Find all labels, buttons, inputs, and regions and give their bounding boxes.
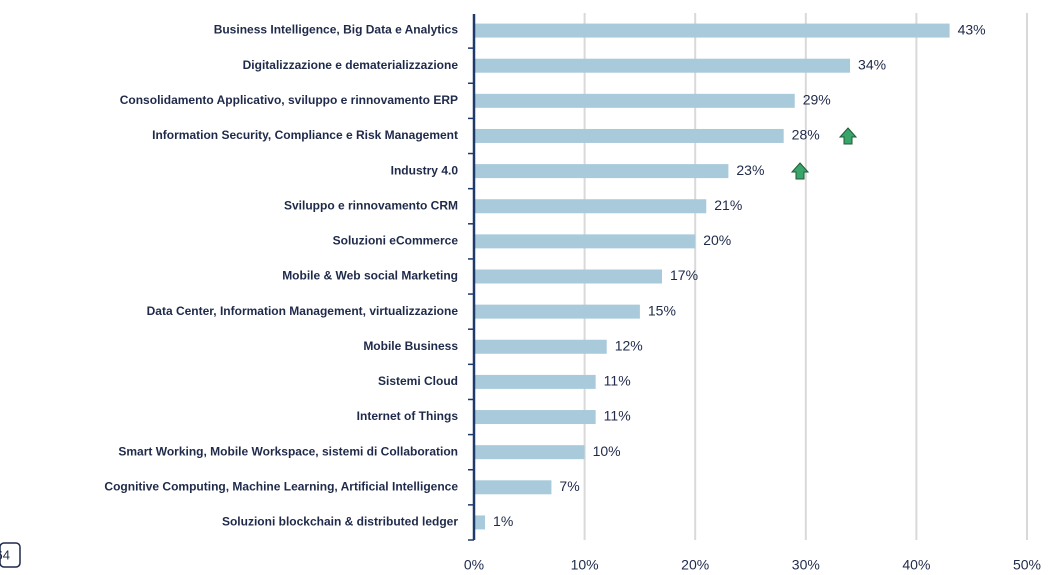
bar <box>474 445 585 460</box>
bar <box>474 269 663 284</box>
page-number: 64 <box>0 547 10 562</box>
value-label: 17% <box>670 267 698 283</box>
x-tick-label: 10% <box>571 557 599 573</box>
category-label: Mobile Business <box>363 339 458 353</box>
up-arrow <box>838 127 858 145</box>
bar <box>474 164 729 179</box>
category-label: Digitalizzazione e dematerializzazione <box>243 58 459 72</box>
page-number-box <box>0 542 21 568</box>
category-label: Smart Working, Mobile Workspace, sistemi… <box>118 444 458 458</box>
bar <box>474 128 784 143</box>
category-label: Soluzioni eCommerce <box>333 234 459 248</box>
bar <box>474 234 696 249</box>
category-label: Data Center, Information Management, vir… <box>147 304 459 318</box>
x-tick-label: 50% <box>1013 557 1041 573</box>
category-label: Mobile & Web social Marketing <box>282 269 458 283</box>
bar <box>474 23 950 38</box>
up-arrow <box>790 162 810 180</box>
category-label: Internet of Things <box>357 409 459 423</box>
bar <box>474 304 640 319</box>
x-tick-label: 30% <box>792 557 820 573</box>
value-label: 28% <box>792 127 820 143</box>
category-label: Industry 4.0 <box>391 163 459 177</box>
value-label: 12% <box>615 337 643 353</box>
value-label: 20% <box>703 232 731 248</box>
bar <box>474 58 851 73</box>
x-tick-label: 20% <box>681 557 709 573</box>
bar <box>474 410 596 425</box>
value-label: 21% <box>714 197 742 213</box>
value-label: 11% <box>604 373 631 389</box>
bars <box>474 23 950 530</box>
bar <box>474 199 707 214</box>
bar <box>474 480 552 495</box>
category-label: Business Intelligence, Big Data e Analyt… <box>214 23 459 37</box>
category-label: Information Security, Compliance e Risk … <box>152 128 458 142</box>
category-label: Consolidamento Applicativo, sviluppo e r… <box>120 93 458 107</box>
value-label: 29% <box>803 92 831 108</box>
value-label: 43% <box>958 21 986 37</box>
value-label: 15% <box>648 302 676 318</box>
value-label: 7% <box>559 478 579 494</box>
bar <box>474 515 486 530</box>
x-tick-label: 40% <box>902 557 930 573</box>
bar <box>474 374 596 389</box>
bar <box>474 339 607 354</box>
value-label: 1% <box>493 513 513 529</box>
value-label: 11% <box>604 408 631 424</box>
x-tick-label: 0% <box>464 557 484 573</box>
category-label: Sviluppo e rinnovamento CRM <box>284 198 458 212</box>
value-label: 23% <box>736 162 764 178</box>
value-label: 10% <box>593 443 621 459</box>
category-label: Cognitive Computing, Machine Learning, A… <box>104 479 458 493</box>
bar <box>474 93 795 108</box>
category-label: Sistemi Cloud <box>378 374 458 388</box>
category-label: Soluzioni blockchain & distributed ledge… <box>222 515 458 529</box>
value-label: 34% <box>858 56 886 72</box>
